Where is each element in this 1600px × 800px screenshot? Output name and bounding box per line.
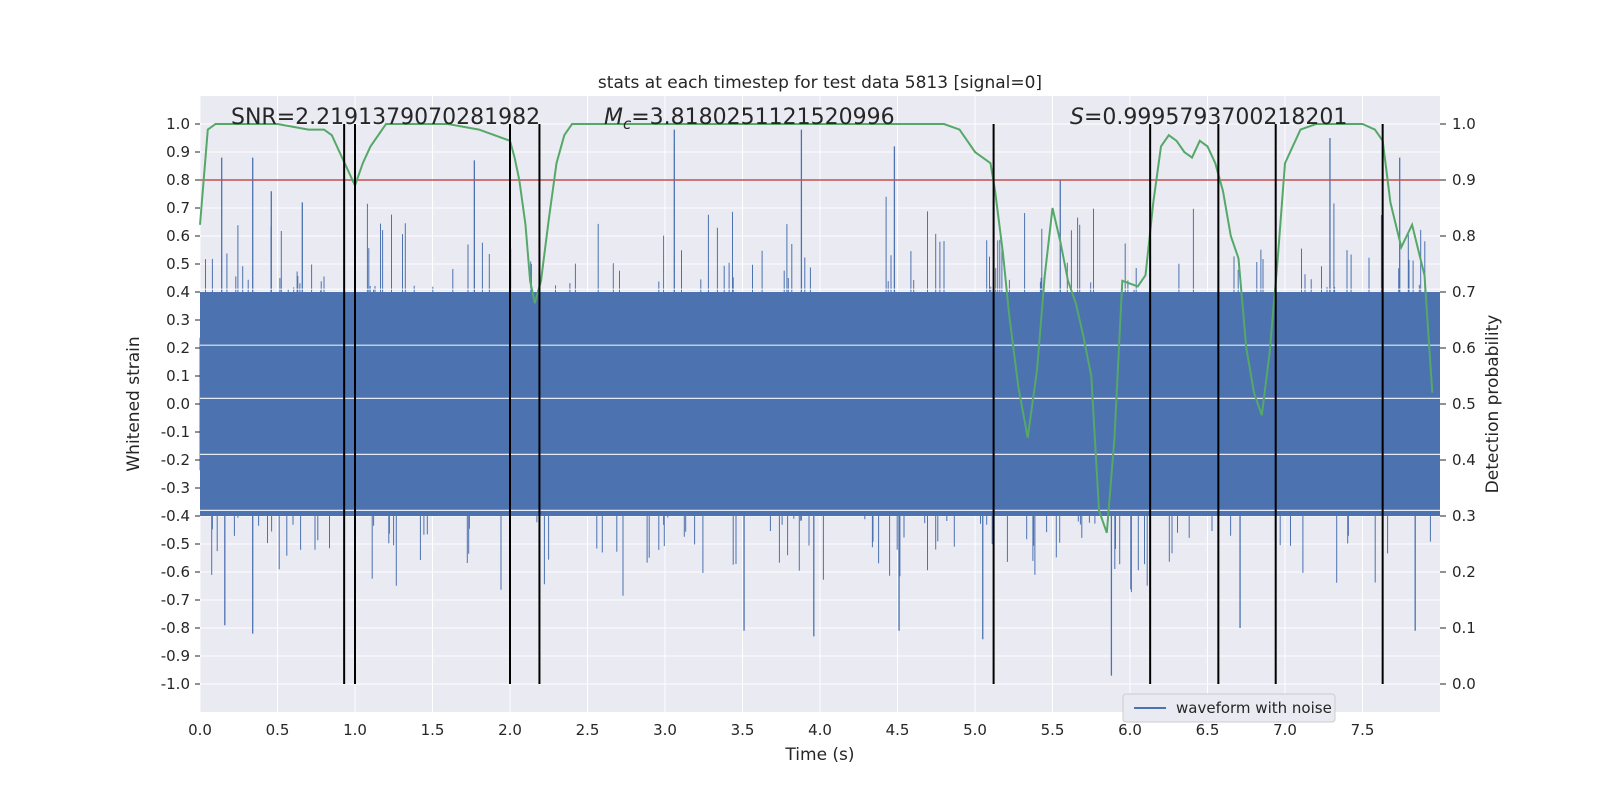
legend-box (1122, 693, 1336, 723)
y-tick-label: -0.8 (161, 619, 190, 637)
y2-axis-label: Detection probability (1483, 315, 1503, 494)
y-axis-label: Whitened strain (124, 336, 144, 471)
waveform-series (199, 129, 1440, 676)
x-tick-label: 4.0 (808, 721, 832, 739)
y-tick-label: 0.9 (166, 143, 190, 161)
y-tick-labels: 1.0 0.9 0.8 0.7 0.6 0.5 0.4 0.3 0.2 0.1 0.0 -0.1 -0.… (161, 115, 200, 693)
x-tick-label: 3.0 (653, 721, 677, 739)
y-tick-label: -0.4 (161, 507, 190, 525)
segment-boundaries (343, 124, 1384, 684)
y-tick-label: -0.6 (161, 563, 190, 581)
y2-tick-label: 0.1 (1452, 619, 1476, 637)
x-tick-label: 7.0 (1273, 721, 1297, 739)
y2-tick-label: 0.5 (1452, 395, 1476, 413)
y-tick-label: 0.1 (166, 367, 190, 385)
y2-tick-label: 0.0 (1452, 675, 1476, 693)
x-tick-label: 6.5 (1196, 721, 1220, 739)
y-tick-label: 0.5 (166, 255, 190, 273)
x-tick-label: 5.0 (963, 721, 987, 739)
y-tick-label: 0.4 (166, 283, 190, 301)
y-tick-label: -0.9 (161, 647, 190, 665)
x-tick-label: 1.0 (343, 721, 367, 739)
x-tick-label: 5.5 (1041, 721, 1065, 739)
x-tick-label: 6.0 (1118, 721, 1142, 739)
legend: waveform with noise (1122, 693, 1336, 723)
x-tick-label: 0.0 (188, 721, 212, 739)
chart-title: stats at each timestep for test data 581… (598, 73, 1042, 93)
y2-tick-label: 1.0 (1452, 115, 1476, 133)
y-tick-label: 0.2 (166, 339, 190, 357)
y-tick-label: 0.7 (166, 199, 190, 217)
y-tick-label: 1.0 (166, 115, 190, 133)
y2-tick-label: 0.8 (1452, 227, 1476, 245)
x-tick-label: 3.5 (731, 721, 755, 739)
x-tick-label: 1.5 (421, 721, 445, 739)
y2-tick-label: 0.6 (1452, 339, 1476, 357)
y2-tick-labels: 1.0 0.9 0.8 0.7 0.6 0.5 0.4 0.3 0.2 0.1 0.0 (1440, 115, 1476, 693)
y-tick-label: -0.5 (161, 535, 190, 553)
y-tick-label: 0.6 (166, 227, 190, 245)
legend-label: waveform with noise (1176, 699, 1332, 717)
y2-tick-label: 0.9 (1452, 171, 1476, 189)
y-tick-label: -0.3 (161, 479, 190, 497)
y-tick-label: -0.1 (161, 423, 190, 441)
y2-tick-label: 0.4 (1452, 451, 1476, 469)
y-tick-label: 0.8 (166, 171, 190, 189)
y-tick-label: -1.0 (161, 675, 190, 693)
snr-annotation: SNR=2.2191379070281982 (231, 105, 540, 130)
x-tick-label: 0.5 (266, 721, 290, 739)
y2-tick-label: 0.2 (1452, 563, 1476, 581)
detection-probability-series (199, 123, 1434, 534)
x-tick-label: 7.5 (1351, 721, 1375, 739)
y2-tick-label: 0.7 (1452, 283, 1476, 301)
x-axis-label: Time (s) (784, 745, 854, 765)
waveform-band (200, 292, 1440, 516)
x-tick-label: 4.5 (886, 721, 910, 739)
y2-tick-label: 0.3 (1452, 507, 1476, 525)
x-tick-label: 2.5 (576, 721, 600, 739)
y-tick-label: 0.0 (166, 395, 190, 413)
probability-line (199, 123, 1434, 534)
chirp-mass-annotation: Mc=3.8180251121520996 (604, 105, 895, 133)
y-tick-label: -0.7 (161, 591, 190, 609)
s-annotation: S=0.9995793700218201 (1070, 105, 1347, 130)
x-tick-label: 2.0 (498, 721, 522, 739)
x-tick-labels: 0.0 0.5 1.0 1.5 2.0 2.5 3.0 3.5 4.0 4.5 5.0 5.5 6.0 6… (188, 721, 1374, 739)
y-tick-label: -0.2 (161, 451, 190, 469)
y-tick-label: 0.3 (166, 311, 190, 329)
